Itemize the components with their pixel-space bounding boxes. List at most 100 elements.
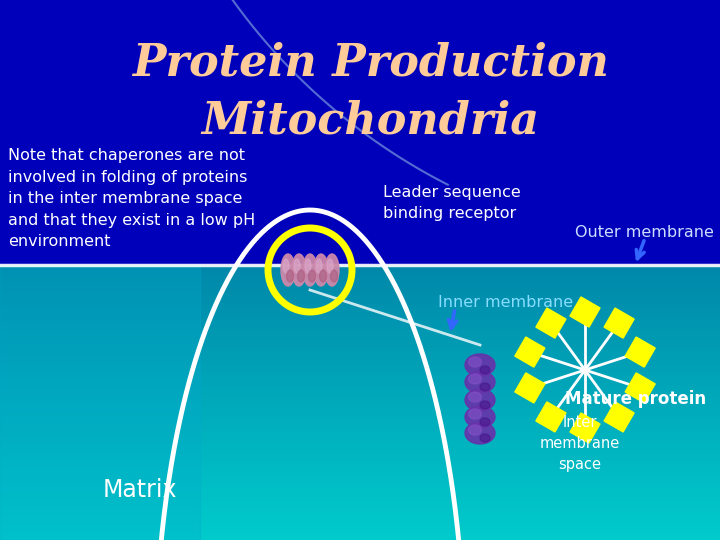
Bar (0, 461, 720, 465)
Bar (0, 533, 720, 537)
Bar (0, 320, 720, 325)
Bar (0, 413, 720, 417)
Ellipse shape (480, 418, 490, 426)
Bar (0, 386, 720, 390)
Bar (0, 454, 720, 458)
Bar (0, 334, 720, 338)
Bar (0, 375, 720, 380)
Ellipse shape (283, 259, 289, 273)
Ellipse shape (465, 422, 495, 444)
Text: Leader sequence
binding receptor: Leader sequence binding receptor (383, 185, 521, 221)
Bar (0, 286, 720, 290)
Bar (0, 293, 720, 297)
Bar (0, 0, 720, 265)
FancyBboxPatch shape (536, 402, 566, 432)
Ellipse shape (480, 434, 490, 442)
Bar (0, 416, 720, 421)
Bar (0, 502, 720, 507)
Bar (0, 516, 720, 521)
Ellipse shape (469, 392, 482, 402)
FancyBboxPatch shape (515, 373, 545, 403)
Text: Note that chaperones are not
involved in folding of proteins
in the inter membra: Note that chaperones are not involved in… (8, 148, 256, 249)
Text: Inner membrane: Inner membrane (438, 295, 573, 310)
Bar (0, 265, 200, 540)
FancyBboxPatch shape (570, 297, 600, 327)
Bar (0, 379, 720, 383)
Bar (0, 457, 720, 462)
Bar (0, 526, 720, 531)
Bar (0, 372, 720, 376)
Bar (0, 289, 720, 294)
Bar (0, 409, 720, 414)
Bar (0, 437, 720, 441)
Bar (0, 348, 720, 352)
Ellipse shape (292, 254, 306, 286)
Ellipse shape (465, 389, 495, 411)
Bar (0, 389, 720, 393)
Text: Mature protein: Mature protein (565, 390, 706, 408)
FancyBboxPatch shape (515, 337, 545, 367)
Ellipse shape (303, 254, 317, 286)
Ellipse shape (465, 371, 495, 393)
Bar (0, 519, 720, 524)
Bar (0, 330, 720, 335)
Bar (0, 537, 720, 540)
Ellipse shape (314, 254, 328, 286)
FancyBboxPatch shape (536, 308, 566, 338)
Ellipse shape (469, 425, 482, 435)
Bar (0, 303, 720, 307)
Bar (0, 323, 720, 328)
Bar (0, 399, 720, 403)
Ellipse shape (287, 270, 294, 282)
Ellipse shape (281, 254, 295, 286)
Bar (0, 434, 720, 438)
FancyBboxPatch shape (604, 308, 634, 338)
Bar (0, 361, 720, 366)
Bar (0, 499, 720, 503)
Text: Matrix: Matrix (103, 478, 177, 502)
Bar (0, 392, 720, 396)
Bar (0, 309, 720, 314)
Bar (0, 337, 720, 342)
Bar (0, 444, 720, 448)
Bar (0, 364, 720, 369)
Bar (0, 440, 720, 445)
Bar (0, 351, 720, 355)
Bar (0, 505, 720, 510)
Bar (0, 475, 720, 479)
Text: Mitochondria: Mitochondria (201, 100, 539, 143)
Bar (0, 478, 720, 483)
Ellipse shape (480, 383, 490, 391)
Ellipse shape (480, 401, 490, 409)
Bar (0, 368, 720, 373)
Bar (0, 485, 720, 489)
Bar (0, 512, 720, 517)
Ellipse shape (469, 409, 482, 419)
Ellipse shape (305, 259, 311, 273)
FancyBboxPatch shape (570, 413, 600, 443)
Ellipse shape (480, 366, 490, 374)
Bar (0, 382, 720, 386)
Bar (0, 447, 720, 451)
Bar (0, 396, 720, 400)
Bar (0, 523, 720, 527)
Bar (0, 272, 720, 276)
Bar (0, 265, 720, 269)
Bar (0, 492, 720, 496)
Bar (0, 327, 720, 332)
Ellipse shape (294, 259, 300, 273)
Bar (0, 530, 720, 534)
Bar (0, 279, 720, 283)
Bar (0, 489, 720, 493)
Bar (0, 430, 720, 435)
Ellipse shape (330, 270, 338, 282)
Bar (0, 354, 720, 359)
Ellipse shape (465, 406, 495, 428)
Ellipse shape (320, 270, 326, 282)
Bar (0, 482, 720, 486)
Ellipse shape (316, 259, 322, 273)
Bar (0, 296, 720, 300)
Bar (0, 306, 720, 310)
FancyBboxPatch shape (625, 373, 655, 403)
Bar (0, 316, 720, 321)
